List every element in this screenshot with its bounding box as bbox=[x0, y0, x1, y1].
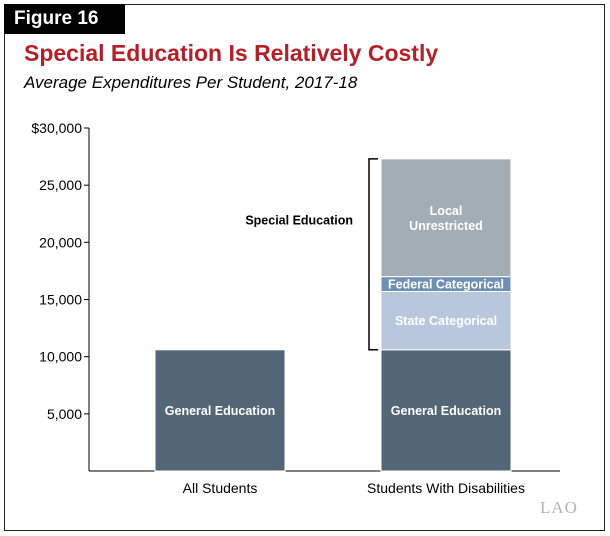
y-axis: 5,000 10,000 15,000 20,000 25,000 $30,000 bbox=[31, 120, 560, 472]
chart-subtitle: Average Expenditures Per Student, 2017-1… bbox=[24, 73, 358, 92]
bar-segment-state-categorical bbox=[380, 290, 512, 351]
bar-segment-label: State Categorical bbox=[395, 314, 497, 328]
annotation-bracket bbox=[368, 158, 378, 351]
bar-segment-general-education bbox=[380, 349, 512, 472]
category-labels: All Students Students With Disabilities bbox=[183, 480, 525, 496]
y-tick-label: 5,000 bbox=[47, 406, 82, 422]
bar-segment-label: General Education bbox=[165, 404, 275, 418]
y-tick-label: 10,000 bbox=[39, 349, 82, 365]
y-tick-label: 20,000 bbox=[39, 234, 82, 250]
category-label: Students With Disabilities bbox=[367, 480, 525, 496]
category-label: All Students bbox=[183, 480, 258, 496]
lao-logo: LAO bbox=[540, 498, 578, 517]
figure-label: Figure 16 bbox=[4, 4, 125, 34]
bar-segment-local-unrestricted bbox=[380, 158, 512, 278]
chart-title: Special Education Is Relatively Costly bbox=[24, 40, 439, 66]
bar-segment-label: Local Unrestricted bbox=[409, 204, 483, 233]
bars: General Education General Education State … bbox=[154, 158, 512, 472]
y-tick-label: $30,000 bbox=[31, 120, 82, 136]
y-tick-label: 15,000 bbox=[39, 292, 82, 308]
annotation: Special Education bbox=[245, 158, 378, 351]
bar-segment-general-education bbox=[154, 349, 286, 472]
bar-segment-label: General Education bbox=[391, 404, 501, 418]
y-tick-label: 25,000 bbox=[39, 177, 82, 193]
bar-segment-label: Federal Categorical bbox=[388, 278, 504, 292]
annotation-label: Special Education bbox=[245, 213, 353, 227]
